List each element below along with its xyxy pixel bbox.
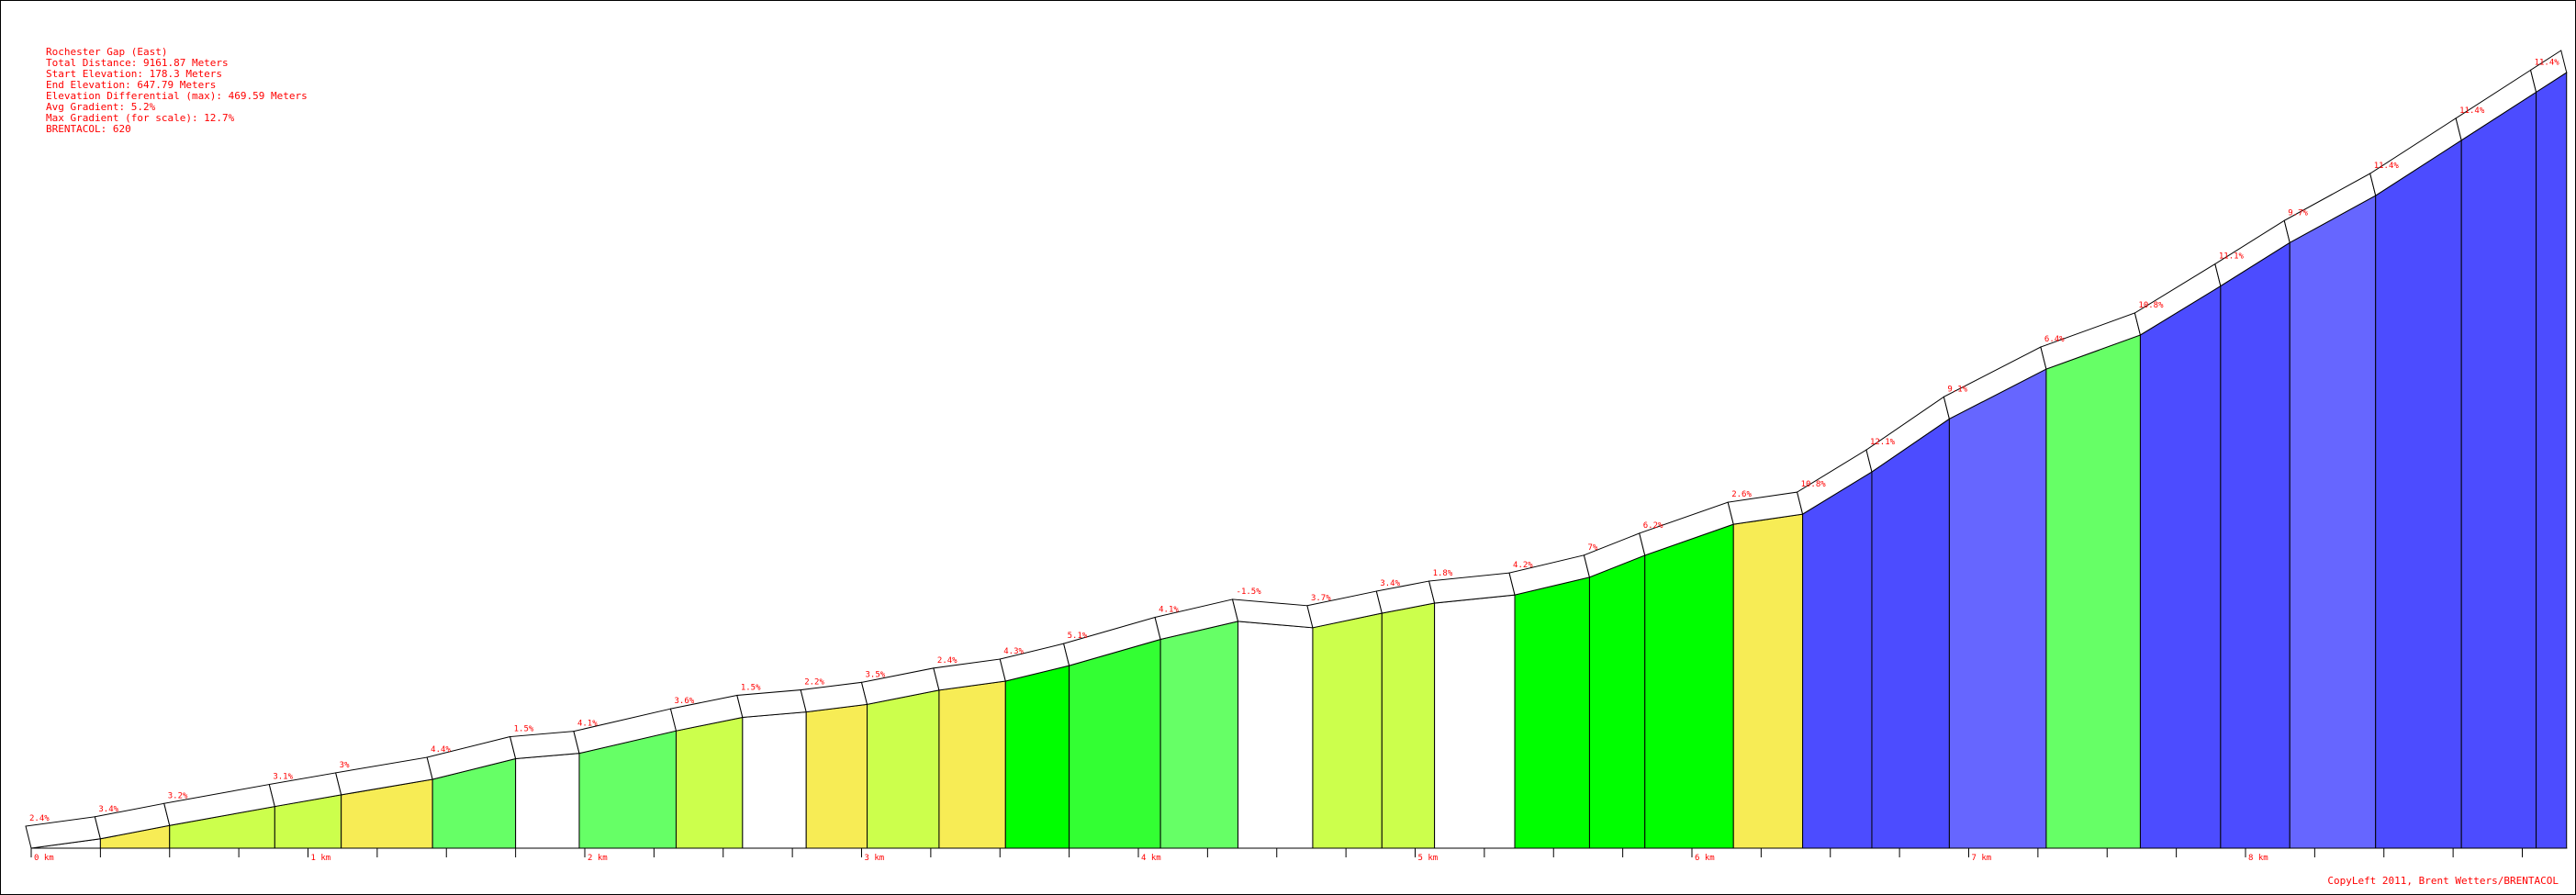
profile-segment [1802, 471, 1873, 849]
km-label: 3 km [865, 854, 885, 863]
gradient-label: 11.4% [2535, 58, 2560, 67]
gradient-label: 9.1% [1947, 385, 1967, 394]
end-elevation: End Elevation: 647.79 Meters [46, 79, 217, 91]
road-band-segment [2530, 50, 2568, 94]
gradient-label: 9.7% [2288, 208, 2308, 218]
gradient-label: 3.1% [273, 773, 293, 782]
km-label: 0 km [34, 854, 54, 863]
gradient-label: 3.4% [98, 805, 118, 814]
gradient-label: 3.5% [866, 670, 886, 679]
gradient-label: 2.4% [29, 814, 50, 823]
gradient-label: 12.1% [1870, 438, 1896, 447]
gradient-label: 1.5% [514, 725, 534, 734]
profile-segment [2220, 241, 2290, 849]
profile-segment [2045, 334, 2141, 849]
profile-segment [2375, 139, 2462, 849]
gradient-label: 5.1% [1068, 632, 1088, 641]
profile-segment [805, 703, 868, 849]
profile-segment [1069, 638, 1161, 849]
gradient-label: 10.8% [1801, 480, 1827, 489]
km-label: 7 km [1972, 854, 1992, 863]
profile-segment [2536, 72, 2568, 849]
profile-segment [1312, 612, 1383, 849]
profile-segment [515, 753, 580, 849]
gradient-label: 3.4% [1380, 579, 1400, 588]
km-label: 4 km [1141, 854, 1161, 863]
brentacol: BRENTACOL: 620 [46, 123, 131, 135]
gradient-label: 3.2% [168, 791, 188, 800]
gradient-label: 7% [1587, 543, 1597, 553]
profile-segment [1588, 554, 1646, 849]
gradient-label: 3.7% [1311, 594, 1331, 603]
gradient-label: 4.3% [1003, 647, 1024, 656]
elevation-differential: Elevation Differential (max): 469.59 Met… [46, 90, 308, 102]
info-block: Rochester Gap (East) Total Distance: 916… [46, 47, 308, 135]
gradient-label: 4.1% [577, 720, 598, 729]
gradient-label: 4.2% [1513, 561, 1533, 570]
profile-segment [938, 680, 1006, 849]
profile-segment [1159, 621, 1239, 849]
profile-segment [2139, 285, 2222, 849]
gradient-label: 2.4% [937, 656, 958, 666]
gradient-label: 1.5% [741, 683, 761, 692]
profile-segment [2460, 91, 2537, 849]
km-label: 1 km [311, 854, 331, 863]
gradient-label: 3% [340, 761, 350, 770]
road-band-segment [736, 689, 807, 718]
gradient-label: -1.5% [1237, 587, 1262, 597]
road-band-segment [509, 731, 580, 760]
avg-gradient: Avg Gradient: 5.2% [46, 101, 156, 113]
copyright-text: CopyLeft 2011, Brent Wetters/BRENTACOL [2327, 875, 2559, 887]
profile-segment [2289, 195, 2377, 849]
gradient-label: 2.2% [804, 678, 824, 688]
gradient-label: 11.4% [2459, 106, 2485, 116]
km-label: 6 km [1695, 854, 1715, 863]
climb-name: Rochester Gap (East) [46, 46, 168, 58]
km-label: 2 km [588, 854, 608, 863]
profile-segment [1381, 602, 1436, 849]
gradient-label: 11.4% [2374, 162, 2400, 171]
gradient-label: 4.1% [1159, 605, 1179, 614]
profile-segment [1948, 368, 2047, 849]
max-gradient: Max Gradient (for scale): 12.7% [46, 112, 235, 124]
profile-segment [1732, 513, 1804, 849]
start-elevation: Start Elevation: 178.3 Meters [46, 68, 223, 80]
gradient-label: 10.8% [2138, 301, 2164, 310]
gradient-label: 2.6% [1731, 490, 1752, 499]
total-distance: Total Distance: 9161.87 Meters [46, 57, 229, 69]
profile-segment [1004, 665, 1070, 849]
km-label: 5 km [1418, 854, 1439, 863]
gradient-label: 4.4% [431, 745, 451, 755]
profile-segment [1514, 576, 1590, 849]
gradient-label: 1.8% [1433, 569, 1453, 578]
gradient-label: 11.1% [2219, 252, 2245, 262]
profile-segment [1871, 418, 1950, 849]
gradient-label: 3.6% [674, 697, 694, 706]
profile-segment [675, 716, 744, 849]
profile-segment [1644, 523, 1734, 849]
profile-segment [867, 689, 940, 849]
profile-segment [1434, 594, 1516, 849]
profile-segment [1238, 621, 1314, 849]
gradient-label: 6.4% [2044, 335, 2065, 344]
profile-segment [742, 711, 807, 849]
km-label: 8 km [2248, 854, 2268, 863]
gradient-label: 6.2% [1643, 521, 1663, 531]
